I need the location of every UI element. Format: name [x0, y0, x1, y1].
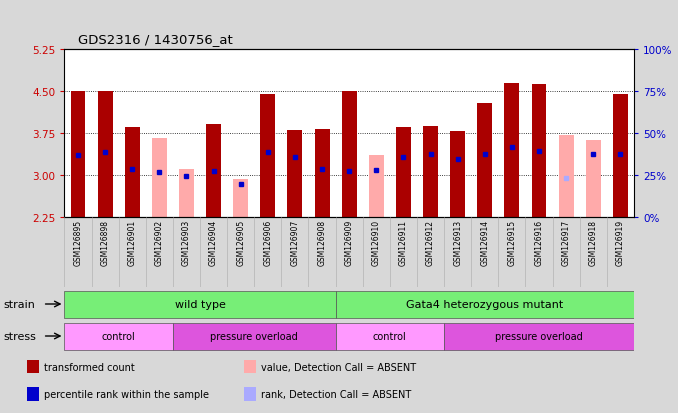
Bar: [260, 94, 275, 218]
Bar: [27, 360, 39, 373]
Bar: [336, 291, 634, 318]
Bar: [336, 323, 444, 350]
Text: wild type: wild type: [174, 299, 226, 309]
Bar: [504, 84, 519, 218]
Text: GDS2316 / 1430756_at: GDS2316 / 1430756_at: [78, 33, 233, 45]
Text: transformed count: transformed count: [44, 362, 135, 372]
Text: rank, Detection Call = ABSENT: rank, Detection Call = ABSENT: [261, 389, 412, 399]
Text: GSM126919: GSM126919: [616, 220, 625, 266]
Bar: [586, 141, 601, 218]
Text: GSM126904: GSM126904: [209, 220, 218, 266]
Bar: [206, 125, 221, 218]
Text: GSM126918: GSM126918: [589, 220, 598, 266]
Text: GSM126907: GSM126907: [290, 220, 300, 266]
Text: GSM126909: GSM126909: [344, 220, 354, 266]
Bar: [559, 135, 574, 218]
Bar: [396, 128, 411, 218]
Bar: [125, 128, 140, 218]
Text: strain: strain: [3, 299, 35, 309]
Text: GSM126915: GSM126915: [507, 220, 517, 266]
Bar: [64, 291, 336, 318]
Bar: [64, 323, 173, 350]
Text: value, Detection Call = ABSENT: value, Detection Call = ABSENT: [261, 362, 416, 372]
Bar: [152, 139, 167, 218]
Text: pressure overload: pressure overload: [495, 331, 583, 341]
Bar: [477, 104, 492, 218]
Text: Gata4 heterozygous mutant: Gata4 heterozygous mutant: [406, 299, 563, 309]
Text: GSM126910: GSM126910: [372, 220, 381, 266]
Text: GSM126903: GSM126903: [182, 220, 191, 266]
Text: percentile rank within the sample: percentile rank within the sample: [44, 389, 209, 399]
Text: pressure overload: pressure overload: [210, 331, 298, 341]
Text: control: control: [373, 331, 407, 341]
Text: GSM126905: GSM126905: [236, 220, 245, 266]
Bar: [613, 94, 628, 218]
Bar: [342, 92, 357, 218]
Bar: [173, 323, 336, 350]
Bar: [423, 127, 438, 218]
Bar: [233, 179, 248, 218]
Bar: [369, 156, 384, 218]
Text: GSM126902: GSM126902: [155, 220, 164, 266]
Bar: [450, 132, 465, 218]
Bar: [444, 323, 634, 350]
Text: control: control: [102, 331, 136, 341]
Bar: [244, 360, 256, 373]
Text: GSM126914: GSM126914: [480, 220, 490, 266]
Bar: [315, 130, 330, 218]
Text: GSM126917: GSM126917: [561, 220, 571, 266]
Text: GSM126916: GSM126916: [534, 220, 544, 266]
Text: GSM126901: GSM126901: [127, 220, 137, 266]
Bar: [532, 85, 546, 218]
Text: GSM126912: GSM126912: [426, 220, 435, 266]
Bar: [244, 387, 256, 401]
Text: GSM126911: GSM126911: [399, 220, 408, 266]
Bar: [71, 92, 85, 218]
Text: GSM126906: GSM126906: [263, 220, 273, 266]
Bar: [98, 92, 113, 218]
Bar: [27, 387, 39, 401]
Text: stress: stress: [3, 331, 36, 341]
Bar: [179, 170, 194, 218]
Text: GSM126913: GSM126913: [453, 220, 462, 266]
Bar: [287, 131, 302, 218]
Text: GSM126895: GSM126895: [73, 220, 83, 266]
Text: GSM126898: GSM126898: [100, 220, 110, 266]
Text: GSM126908: GSM126908: [317, 220, 327, 266]
